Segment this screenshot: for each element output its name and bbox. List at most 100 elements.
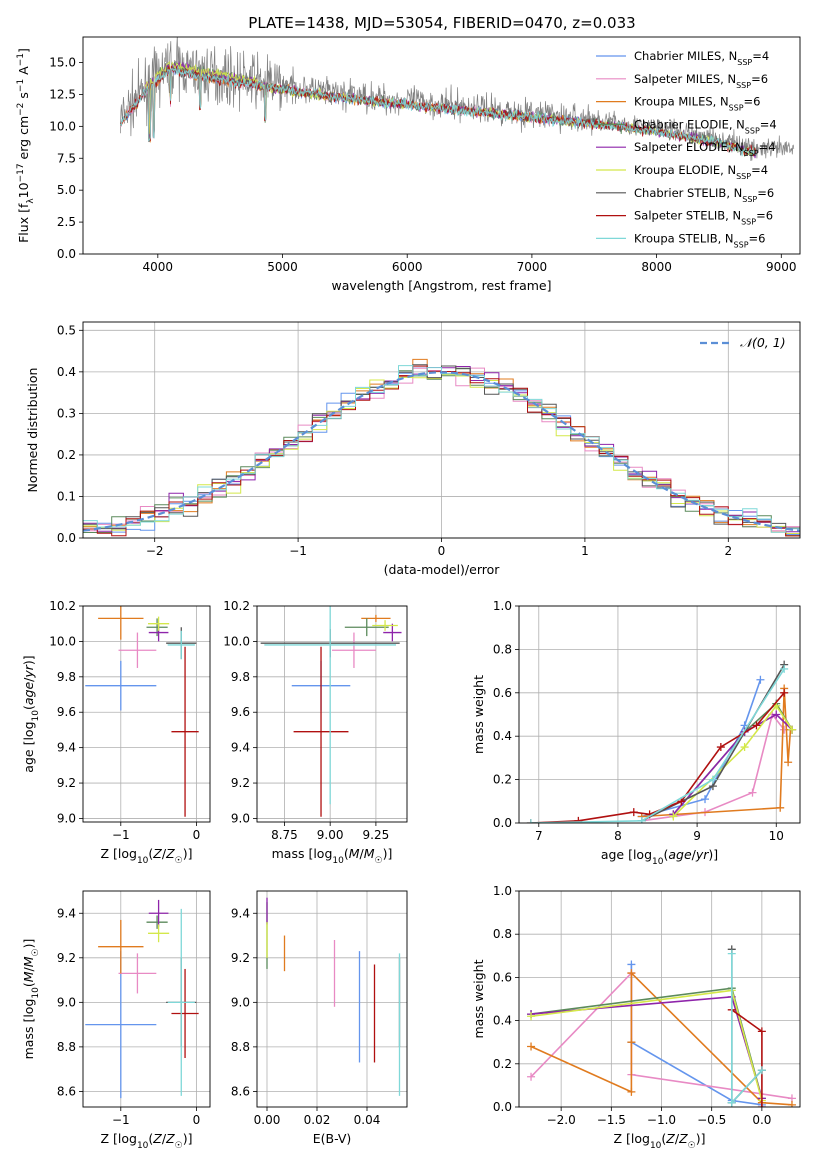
x-tick-label: 1 <box>581 544 589 558</box>
x-tick-label: 0.04 <box>354 1113 381 1127</box>
x-axis-label: E(B-V) <box>313 1131 352 1146</box>
series-marker <box>527 1072 536 1081</box>
x-tick-label: −1 <box>289 544 307 558</box>
spectrum-model-kroupa-stelib <box>119 66 757 157</box>
normal-reference-curve <box>83 371 800 532</box>
plot-area <box>83 358 800 537</box>
y-tick-label: 9.6 <box>231 705 250 719</box>
plot-area <box>266 897 401 1096</box>
y-tick-label: 10.2 <box>223 599 250 613</box>
series-line-chabrier-stelib <box>641 664 785 822</box>
series-marker <box>669 812 678 821</box>
y-tick-label: 5.0 <box>57 183 76 197</box>
y-tick-label: 0.0 <box>57 531 76 545</box>
series-marker <box>784 758 793 767</box>
x-tick-label: 8.75 <box>271 828 298 842</box>
axes-frame <box>82 890 211 1108</box>
y-tick-label: 9.8 <box>231 670 250 684</box>
legend: Chabrier MILES, NSSP=4 Salpeter MILES, NS… <box>596 49 777 249</box>
series-line-kroupa-elodie <box>530 989 763 1101</box>
axes-frame <box>518 890 801 1108</box>
legend-label: Kroupa STELIB, NSSP=6 <box>634 231 765 249</box>
y-tick-label: 8.6 <box>57 1084 76 1098</box>
y-tick-label: 0.2 <box>493 1057 512 1071</box>
x-axis-label: age [log10(age/yr)] <box>601 847 718 867</box>
x-tick-label: 8 <box>614 829 622 843</box>
x-tick-label: 0 <box>438 544 446 558</box>
y-tick-label: 9.4 <box>57 906 76 920</box>
x-tick-label: 9.00 <box>317 828 344 842</box>
y-axis-label: mass weight <box>471 959 486 1038</box>
x-axis-label: mass [log10(M/M☉)] <box>272 846 393 866</box>
plot-area <box>119 37 795 162</box>
y-tick-label: 0.8 <box>493 927 512 941</box>
series-marker <box>756 675 765 684</box>
plot-area <box>260 606 402 817</box>
plot-area <box>85 899 199 1099</box>
y-tick-label: 8.8 <box>231 1040 250 1054</box>
x-tick-label: 5000 <box>267 260 298 274</box>
y-tick-label: 1.0 <box>493 599 512 613</box>
y-axis-label: Flux [fλ10−17 erg cm−2 s−1 A−1] <box>16 48 36 243</box>
series-marker <box>727 949 736 958</box>
y-tick-label: 0.0 <box>493 816 512 830</box>
y-tick-label: 10.0 <box>49 634 76 648</box>
series-line-salpeter-stelib <box>530 692 785 823</box>
x-axis-label: Z [log10(Z/Z☉)] <box>613 1131 705 1151</box>
axes-frame <box>256 605 408 823</box>
y-tick-label: 9.2 <box>57 776 76 790</box>
y-tick-label: 9.2 <box>231 776 250 790</box>
series-line-kroupa-miles <box>530 971 793 1106</box>
legend-label: 𝒩(0, 1) <box>740 335 786 350</box>
y-tick-label: 9.4 <box>231 906 250 920</box>
x-axis-label: wavelength [Angstrom, rest frame] <box>331 278 551 293</box>
plot-area <box>526 660 797 823</box>
y-tick-label: 9.0 <box>57 811 76 825</box>
y-tick-label: 10.0 <box>49 119 76 133</box>
y-tick-label: 0.3 <box>57 406 76 420</box>
y-tick-label: 0.2 <box>57 448 76 462</box>
series-marker <box>527 1042 536 1051</box>
series-marker <box>627 969 636 978</box>
panel-age-vs-mass: 8.75 9.00 9.25 9.0 9.2 9.4 9.6 9.8 10.0 10.2 mass … <box>223 599 408 866</box>
x-axis-label: Z [log10(Z/Z☉)] <box>100 1131 192 1151</box>
x-tick-label: −1.5 <box>597 1113 626 1127</box>
legend-label: Salpeter ELODIE, NSSP=4 <box>634 140 776 158</box>
y-tick-label: 0.6 <box>493 686 512 700</box>
y-tick-label: 9.0 <box>231 995 250 1009</box>
x-tick-label: 4000 <box>143 260 174 274</box>
series-marker <box>757 1027 766 1036</box>
series-marker <box>772 710 781 719</box>
axes-frame <box>256 890 408 1108</box>
y-tick-label: 2.5 <box>57 215 76 229</box>
y-tick-label: 8.8 <box>57 1040 76 1054</box>
series-marker <box>757 1103 766 1107</box>
series-marker <box>716 743 725 752</box>
y-tick-label: 15.0 <box>49 56 76 70</box>
panel-mass-vs-Z: −1 0 8.6 8.8 9.0 9.2 9.4 Z [log10(Z/Z☉)] mass [l… <box>21 890 211 1151</box>
series-marker <box>727 1098 736 1107</box>
x-tick-label: 0.00 <box>254 1113 281 1127</box>
series-marker <box>637 816 646 823</box>
plot-area <box>527 945 796 1107</box>
y-tick-label: 8.6 <box>231 1084 250 1098</box>
x-tick-label: 10 <box>769 829 784 843</box>
series-line-kroupa-stelib <box>530 668 785 823</box>
series-marker <box>708 775 717 784</box>
x-tick-label: −1.0 <box>647 1113 676 1127</box>
histogram-kroupa-stelib <box>83 365 800 533</box>
series-marker <box>788 725 797 734</box>
y-tick-label: 9.2 <box>231 951 250 965</box>
y-tick-label: 0.1 <box>57 489 76 503</box>
legend-label: Chabrier STELIB, NSSP=6 <box>634 186 774 204</box>
panel-mass-weight-vs-age: 7 8 9 10 0.0 0.2 0.4 0.6 0.8 1.0 age [log10(age/yr… <box>471 599 801 867</box>
series-marker <box>526 819 535 823</box>
axes-frame <box>82 36 801 255</box>
y-tick-label: 9.0 <box>57 995 76 1009</box>
y-tick-label: 9.6 <box>57 705 76 719</box>
y-tick-label: 9.2 <box>57 951 76 965</box>
y-tick-label: 9.4 <box>231 741 250 755</box>
x-tick-label: −1 <box>112 828 130 842</box>
x-tick-label: 7000 <box>517 260 548 274</box>
series-marker <box>752 721 761 730</box>
